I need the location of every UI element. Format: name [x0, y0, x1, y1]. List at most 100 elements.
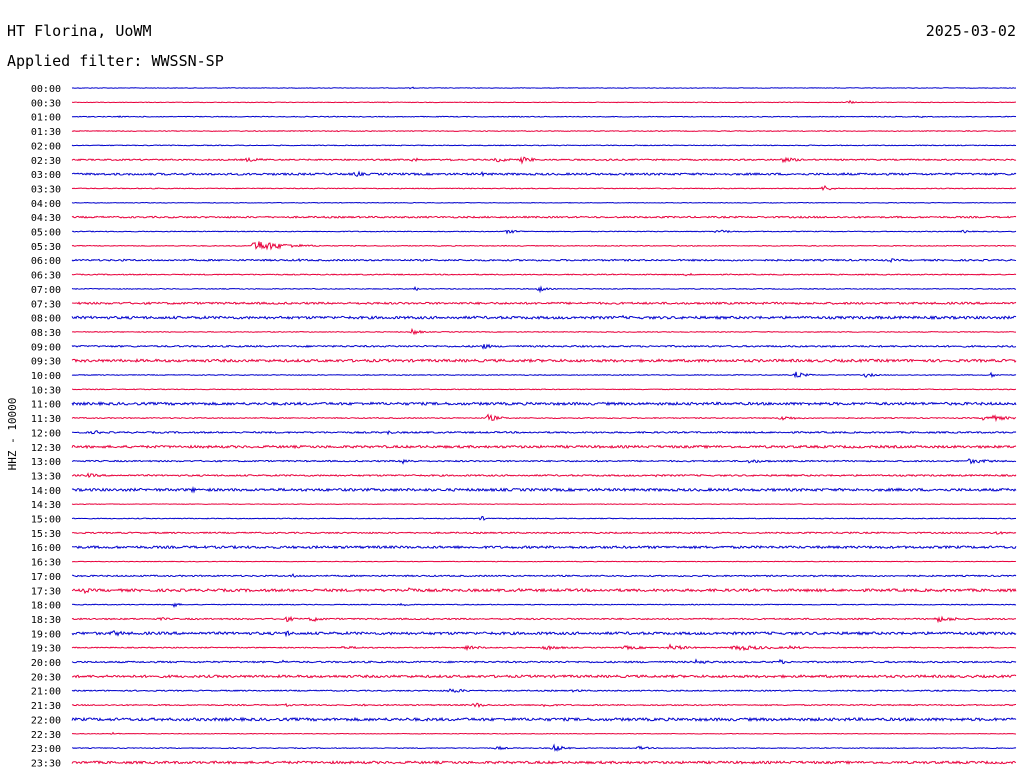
- trace-time-label: 23:00: [31, 744, 61, 755]
- seismic-trace: [71, 170, 1017, 178]
- seismic-trace: [71, 472, 1017, 478]
- filter-label: Applied filter: WWSSN-SP: [7, 52, 224, 70]
- seismic-trace: [71, 643, 1017, 652]
- trace-time-label: 07:30: [31, 299, 61, 310]
- seismic-trace: [71, 241, 1017, 251]
- trace-time-label: 08:00: [31, 314, 61, 325]
- trace-time-label: 12:00: [31, 428, 61, 439]
- seismic-trace: [71, 115, 1017, 119]
- trace-time-label: 12:30: [31, 443, 61, 454]
- seismic-trace: [71, 673, 1017, 679]
- seismic-trace: [72, 544, 1017, 550]
- trace-time-label: 17:00: [31, 572, 61, 583]
- seismic-trace: [71, 444, 1017, 450]
- trace-time-label: 06:00: [31, 256, 61, 267]
- trace-time-label: 11:30: [31, 414, 61, 425]
- seismic-trace: [71, 743, 1017, 752]
- trace-time-label: 06:30: [31, 271, 61, 282]
- seismic-trace: [71, 658, 1017, 665]
- seismic-trace: [71, 587, 1017, 595]
- seismic-trace: [71, 531, 1017, 535]
- trace-time-label: 22:00: [31, 715, 61, 726]
- seismic-trace: [71, 99, 1017, 105]
- trace-time-label: 10:00: [31, 371, 61, 382]
- trace-time-label: 21:30: [31, 701, 61, 712]
- seismic-trace: [71, 560, 1017, 563]
- trace-time-label: 22:30: [31, 730, 61, 741]
- trace-time-label: 16:00: [31, 543, 61, 554]
- trace-time-label: 18:00: [31, 601, 61, 612]
- seismic-trace: [71, 731, 1017, 735]
- seismic-trace: [71, 229, 1017, 235]
- seismic-trace: [71, 358, 1017, 364]
- date-label: 2025-03-02: [925, 22, 1016, 40]
- seismic-trace: [71, 371, 1017, 379]
- seismic-trace: [71, 301, 1017, 306]
- seismic-trace: [71, 458, 1017, 465]
- trace-time-label: 08:30: [31, 328, 61, 339]
- seismic-trace: [71, 716, 1017, 723]
- seismic-trace: [71, 129, 1017, 133]
- trace-time-label: 15:30: [31, 529, 61, 540]
- trace-time-label: 02:00: [31, 141, 61, 152]
- trace-time-label: 11:00: [31, 400, 61, 411]
- trace-time-label: 04:00: [31, 199, 61, 210]
- trace-time-label: 09:30: [31, 357, 61, 368]
- trace-time-label: 05:00: [31, 228, 61, 239]
- trace-time-label: 01:00: [31, 113, 61, 124]
- seismic-trace: [71, 515, 1017, 521]
- trace-time-label: 05:30: [31, 242, 61, 253]
- seismic-trace: [71, 184, 1017, 191]
- trace-time-label: 15:00: [31, 515, 61, 526]
- trace-time-label: 14:30: [31, 500, 61, 511]
- seismic-trace: [71, 503, 1017, 505]
- seismic-trace: [71, 486, 1017, 494]
- seismic-trace: [71, 401, 1017, 407]
- trace-time-label: 18:30: [31, 615, 61, 626]
- seismic-trace: [71, 760, 1017, 765]
- trace-time-label: 04:30: [31, 213, 61, 224]
- seismic-trace: [71, 573, 1017, 578]
- trace-time-label: 13:00: [31, 457, 61, 468]
- trace-time-label: 21:00: [31, 687, 61, 698]
- seismic-trace: [71, 201, 1017, 204]
- trace-time-label: 20:30: [31, 672, 61, 683]
- seismic-trace: [71, 314, 1017, 321]
- trace-time-label: 00:00: [31, 84, 61, 95]
- seismic-trace: [71, 156, 1017, 165]
- trace-time-label: 10:30: [31, 385, 61, 396]
- seismic-trace: [71, 272, 1017, 277]
- seismic-trace: [71, 630, 1017, 638]
- trace-time-label: 01:30: [31, 127, 61, 138]
- trace-time-label: 00:30: [31, 98, 61, 109]
- trace-time-label: 03:00: [31, 170, 61, 181]
- seismic-trace: [71, 615, 1017, 624]
- seismic-trace: [71, 702, 1017, 709]
- seismic-trace: [71, 257, 1017, 263]
- trace-time-label: 07:00: [31, 285, 61, 296]
- seismic-trace: [71, 343, 1017, 350]
- seismic-trace: [71, 285, 1017, 294]
- station-title: HT Florina, UoWM: [7, 22, 152, 40]
- trace-time-label: 20:00: [31, 658, 61, 669]
- trace-time-label: 03:30: [31, 184, 61, 195]
- trace-time-label: 13:30: [31, 471, 61, 482]
- trace-time-label: 23:30: [31, 758, 61, 769]
- trace-time-label: 14:00: [31, 486, 61, 497]
- trace-time-label: 09:00: [31, 342, 61, 353]
- seismic-trace: [71, 413, 1017, 423]
- seismic-trace: [71, 86, 1017, 90]
- trace-time-label: 16:30: [31, 558, 61, 569]
- seismic-trace: [71, 215, 1017, 219]
- seismic-trace: [71, 144, 1017, 147]
- trace-time-label: 02:30: [31, 156, 61, 167]
- seismic-trace: [71, 388, 1017, 391]
- seismic-trace: [71, 430, 1017, 436]
- trace-time-label: 19:00: [31, 629, 61, 640]
- seismic-trace: [71, 602, 1017, 609]
- seismic-trace: [71, 688, 1017, 693]
- seismic-trace: [71, 327, 1017, 336]
- trace-time-label: 17:30: [31, 586, 61, 597]
